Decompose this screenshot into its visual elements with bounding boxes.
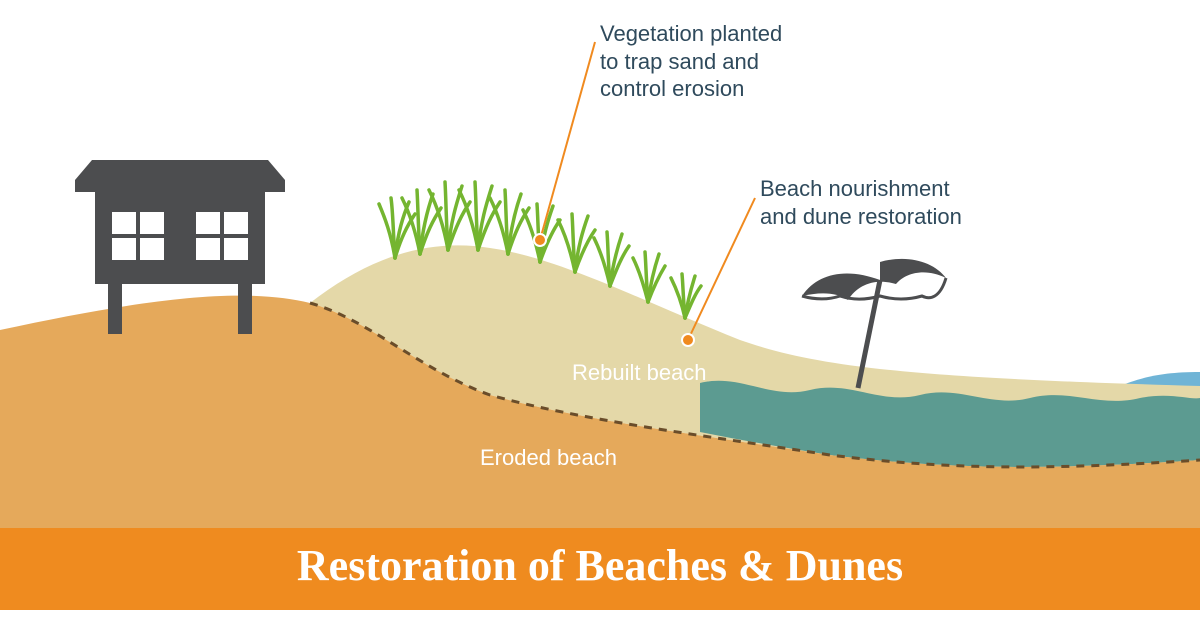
grass-cluster <box>558 214 595 272</box>
callout-vegetation-line1: Vegetation planted <box>600 21 782 46</box>
callout-nourishment-line1: Beach nourishment <box>760 176 950 201</box>
grass-cluster <box>459 182 500 250</box>
callout-vegetation-line2: to trap sand and <box>600 49 759 74</box>
callout-nourishment: Beach nourishment and dune restoration <box>760 175 962 230</box>
diagram-stage: Vegetation planted to trap sand and cont… <box>0 0 1200 620</box>
callout-vegetation: Vegetation planted to trap sand and cont… <box>600 20 782 103</box>
grass-cluster <box>594 232 629 286</box>
title-text: Restoration of Beaches & Dunes <box>0 540 1200 591</box>
label-eroded-beach: Eroded beach <box>480 445 617 471</box>
callout-nourishment-line2: and dune restoration <box>760 204 962 229</box>
grass-cluster <box>671 274 701 318</box>
callout-vegetation-line3: control erosion <box>600 76 744 101</box>
label-rebuilt-beach: Rebuilt beach <box>572 360 707 386</box>
grass-cluster <box>633 252 665 302</box>
grass-cluster <box>490 190 529 254</box>
grass-cluster <box>379 198 415 258</box>
